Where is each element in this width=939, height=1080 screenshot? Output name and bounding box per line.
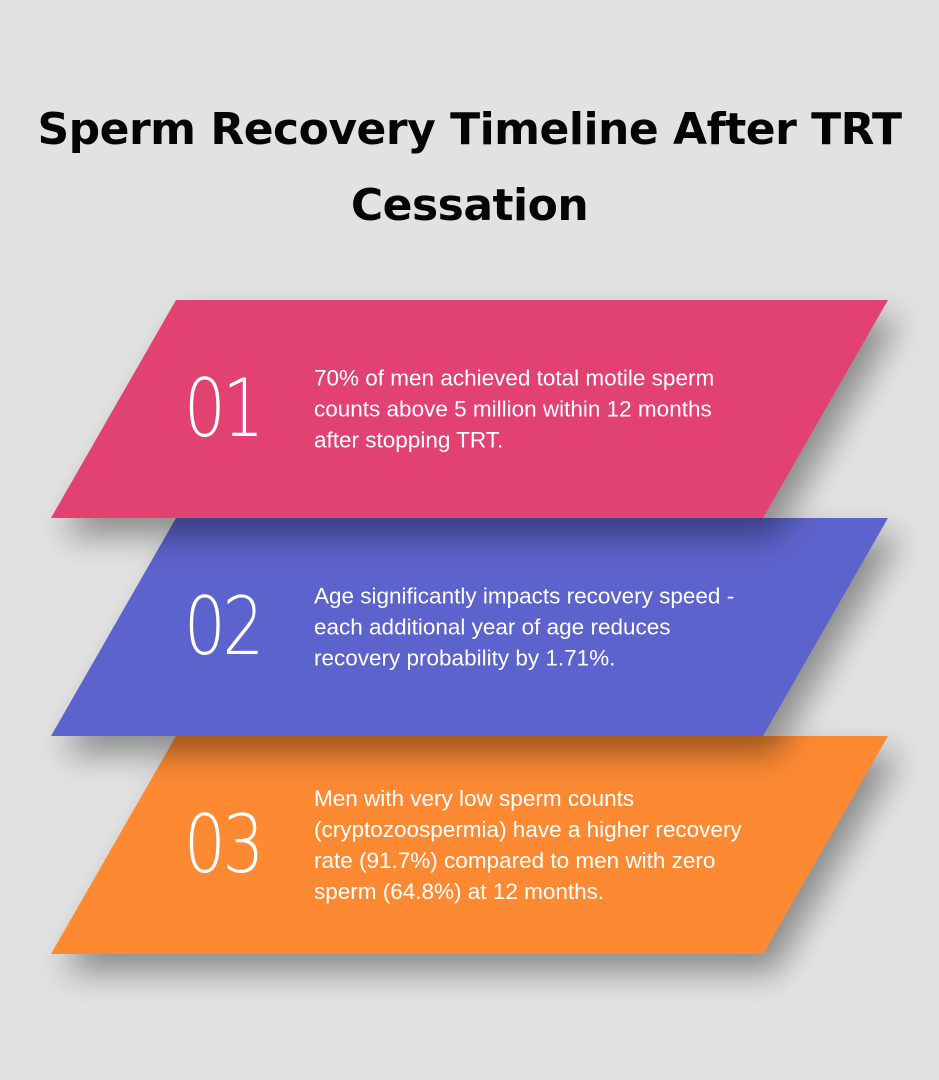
step-text: Age significantly impacts recovery speed… bbox=[314, 583, 735, 671]
page-title: Sperm Recovery Timeline After TRT Cessat… bbox=[37, 104, 902, 231]
step-card-2: 02 Age significantly impacts recovery sp… bbox=[0, 518, 939, 736]
step-number: 03 bbox=[184, 805, 278, 885]
step-number-text: 01 bbox=[184, 362, 264, 455]
step-number-text: 03 bbox=[184, 798, 264, 891]
step-card-3: 03 Men with very low sperm counts (crypt… bbox=[0, 736, 939, 954]
step-number-text: 02 bbox=[184, 580, 264, 673]
card-shape bbox=[51, 736, 888, 954]
step-number: 02 bbox=[184, 587, 278, 667]
step-card-1: 01 70% of men achieved total motile sper… bbox=[0, 300, 939, 518]
step-number: 01 bbox=[184, 369, 278, 449]
card-shape bbox=[51, 518, 888, 736]
card-shape bbox=[51, 300, 888, 518]
step-text: Men with very low sperm counts (cryptozo… bbox=[314, 786, 742, 904]
step-text: 70% of men achieved total motile sperm c… bbox=[314, 365, 715, 453]
